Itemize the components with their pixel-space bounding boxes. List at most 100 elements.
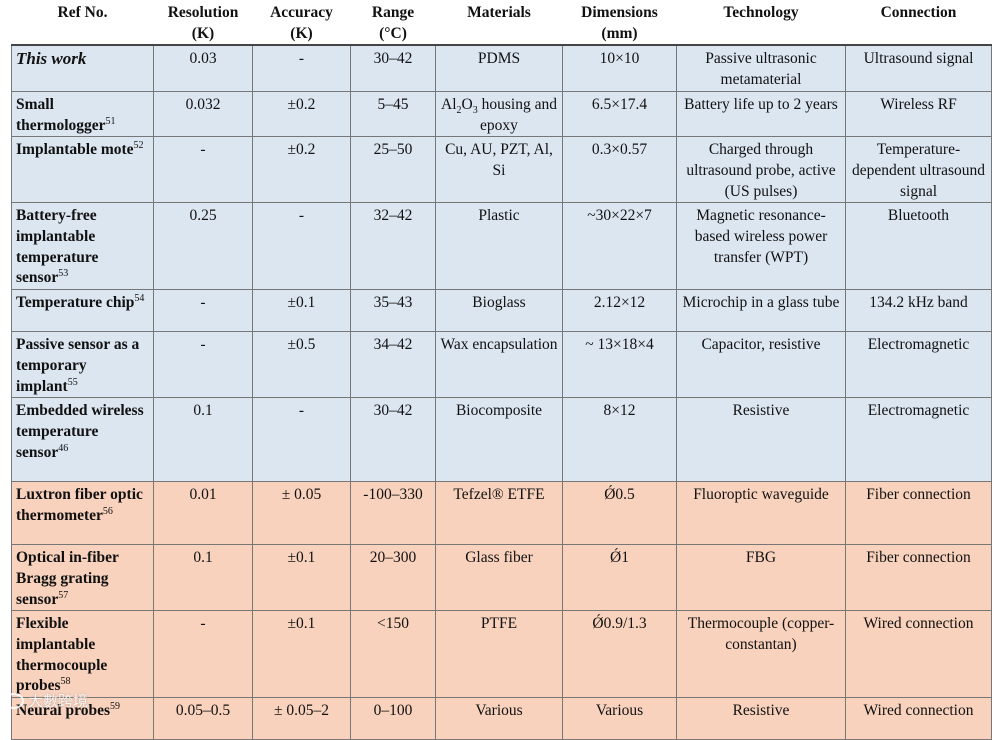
ref-citation: 46 [58,442,69,454]
range-value: 0–100 [373,702,413,720]
cell-connection: Temperature-dependent ultrasound signal [845,136,992,204]
resolution-value: - [200,294,206,312]
dimensions-value: Ǿ0.9/1.3 [592,615,647,633]
cell-dimensions: 10×10 [562,44,677,92]
materials-value: Tefzel® ETFE [453,486,545,504]
cell-ref: Passive sensor as a temporary implant55 [11,331,154,399]
dimensions-value: Ǿ1 [610,549,629,567]
cell-connection: Ultrasound signal [845,44,992,92]
cell-accuracy: - [252,397,351,483]
cell-resolution: - [153,289,253,333]
cell-accuracy: ±0.2 [252,136,351,204]
cell-connection: Fiber connection [845,481,992,546]
table-row: Passive sensor as a temporary implant55 -… [11,331,992,399]
cell-materials: Bioglass [435,289,563,333]
cell-resolution: 0.1 [153,397,253,483]
dimensions-value: Various [595,702,644,720]
watermark-text: 大數跨境 [28,692,89,710]
cell-technology: Resistive [676,697,846,740]
cell-ref: Embedded wireless temperature sensor46 [11,397,154,483]
ref-name: Embedded wireless temperature sensor [16,402,144,461]
materials-part: Al [441,95,457,113]
cell-technology: Charged through ultrasound probe, active… [676,136,846,204]
cell-resolution: 0.03 [153,44,253,92]
range-value: -100–330 [363,486,423,504]
cell-range: 32–42 [350,202,436,291]
dimensions-value: 10×10 [599,50,640,68]
cell-ref: Battery-free implantable temperature sen… [11,202,154,291]
cell-dimensions: Ǿ1 [562,544,677,612]
cell-accuracy: ±0.1 [252,610,351,699]
cell-ref: Flexible implantable thermocouple probes… [11,610,154,699]
cell-resolution: - [153,331,253,399]
cell-connection: Fiber connection [845,544,992,612]
connection-value: 134.2 kHz band [869,294,968,312]
cell-dimensions: 8×12 [562,397,677,483]
ref-citation: 54 [134,292,145,304]
technology-value: Charged through ultrasound probe, active… [686,141,836,200]
cell-range: 25–50 [350,136,436,204]
range-value: 25–50 [373,141,413,159]
materials-value: PTFE [480,615,518,633]
ref-citation: 53 [58,268,69,280]
connection-value: Electromagnetic [867,336,970,354]
ref-name: Temperature chip [16,294,135,312]
cell-resolution: 0.1 [153,544,253,612]
technology-value: Microchip in a glass tube [682,294,840,312]
connection-value: Temperature-dependent ultrasound signal [851,141,985,200]
connection-value: Ultrasound signal [863,50,974,68]
ref-name: Passive sensor as a temporary implant [16,336,140,395]
technology-value: Capacitor, resistive [701,336,821,354]
cell-connection: Wired connection [845,697,992,740]
range-value: 34–42 [373,336,413,354]
ref-name: This work [16,49,87,69]
cell-materials: PTFE [435,610,563,699]
cell-range: 30–42 [350,397,436,483]
resolution-value: - [200,615,206,633]
range-value: 5–45 [377,95,409,113]
table-row: Battery-free implantable temperature sen… [11,202,992,291]
cell-materials: Plastic [435,202,563,291]
cell-accuracy: ±0.2 [252,90,351,138]
materials-value: Cu, AU, PZT, Al, Si [445,141,553,179]
materials-value: Various [475,702,523,720]
accuracy-value: ±0.2 [287,141,316,159]
range-value: 35–43 [373,294,413,312]
table-row: Embedded wireless temperature sensor46 0.… [11,397,992,483]
table-row: Optical in-fiber Bragg grating sensor57 0… [11,544,992,612]
cell-accuracy: ± 0.05–2 [252,697,351,740]
connection-value: Wired connection [863,702,974,720]
cell-dimensions: Ǿ0.9/1.3 [562,610,677,699]
cell-resolution: 0.05–0.5 [153,697,253,740]
resolution-value: 0.05–0.5 [175,702,231,720]
ref-citation: 57 [58,589,69,601]
resolution-value: - [200,336,206,354]
connection-value: Wired connection [863,615,974,633]
materials-value: Bioglass [472,294,526,312]
cell-materials: Biocomposite [435,397,563,483]
materials-part: 2 [456,104,462,116]
cell-dimensions: ~30×22×7 [562,202,677,291]
table-row: Temperature chip54 - ±0.1 35–43 Bioglass 2.12… [11,289,992,333]
cell-materials: Al2O3 housing and epoxy [435,90,563,138]
header-dimensions: Dimensions (mm) [562,0,677,47]
cell-dimensions: 6.5×17.4 [562,90,677,138]
table-row: This work 0.03 - 30–42 PDMS 10×10 Passive ultr… [11,44,992,92]
dimensions-value: 2.12×12 [593,294,646,312]
cell-connection: Electromagnetic [845,331,992,399]
resolution-value: 0.032 [185,95,221,113]
cell-resolution: 0.01 [153,481,253,546]
cell-materials: PDMS [435,44,563,92]
cell-ref: Luxtron fiber optic thermometer56 [11,481,154,546]
dimensions-value: ~30×22×7 [587,207,652,225]
cell-accuracy: - [252,44,351,92]
accuracy-value: ±0.1 [287,615,316,633]
technology-value: Resistive [732,402,790,420]
cell-materials: Cu, AU, PZT, Al, Si [435,136,563,204]
connection-value: Fiber connection [866,486,971,504]
cell-resolution: - [153,610,253,699]
cell-materials: Wax encapsulation [435,331,563,399]
accuracy-value: - [298,207,305,225]
ref-name: Battery-free implantable temperature sen… [16,207,99,287]
cell-range: 0–100 [350,697,436,740]
